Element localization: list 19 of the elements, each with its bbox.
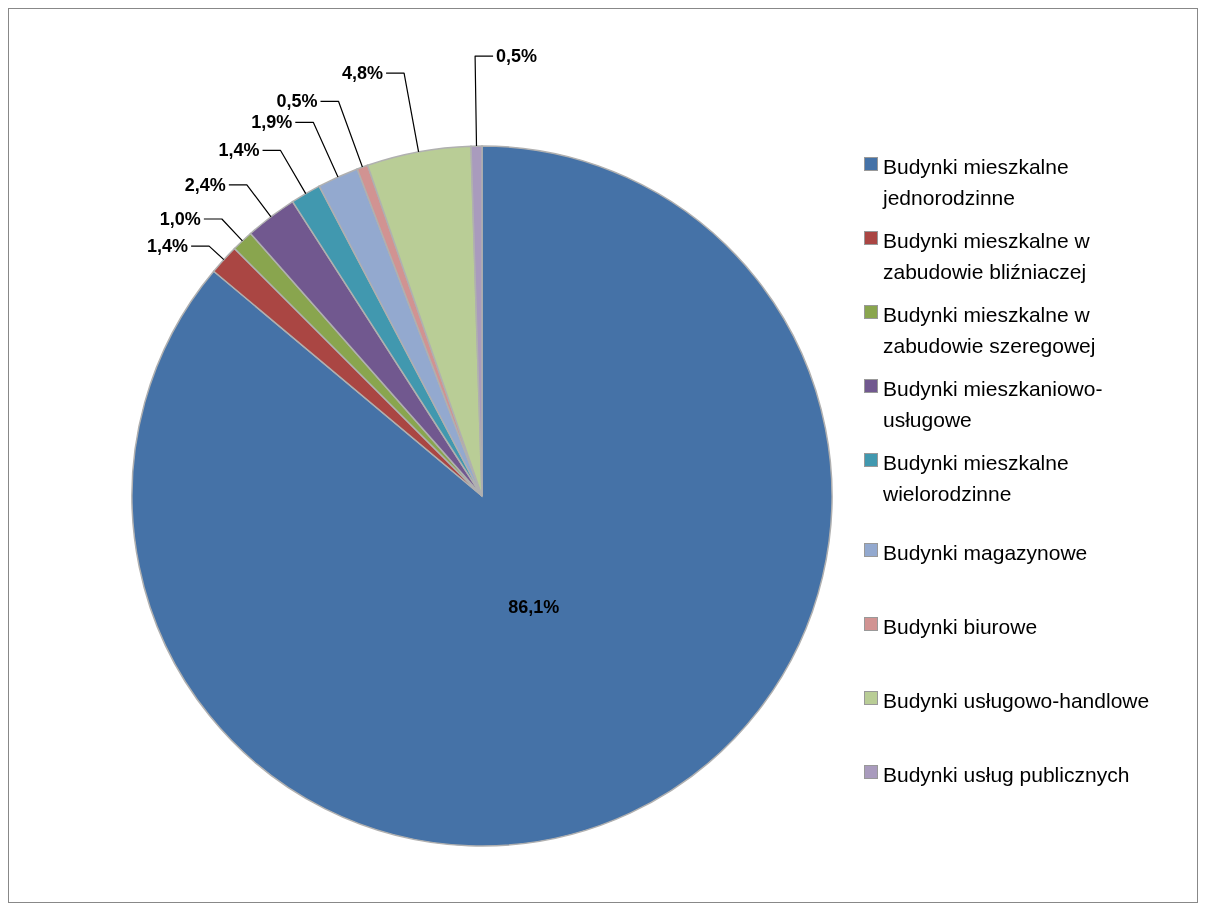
data-label: 2,4% [184,174,226,195]
data-label: 1,4% [147,236,189,257]
data-label: 1,4% [218,140,260,161]
data-label: 4,8% [342,63,384,84]
legend-label: Budynki magazynowe [883,539,1089,566]
legend-label: Budynki usług publicznych [883,761,1131,788]
legend-label: Budynki mieszkalne w zabudowie bliźniaczej [883,228,1091,285]
legend-label: Budynki usługowo-handlowe [883,687,1151,714]
data-label: 1,0% [159,208,201,229]
legend-label: Budynki mieszkaniowo-usługowe [883,376,1104,433]
data-label: 0,5% [496,46,538,67]
data-label: 1,9% [251,112,293,133]
legend-label: Budynki mieszkalne wielorodzinne [883,450,1070,507]
data-label: 86,1% [508,597,560,617]
legend-label: Budynki mieszkalne jednorodzinne [883,154,1070,211]
legend-label: Budynki mieszkalne w zabudowie szeregowej [883,302,1097,359]
legend-label: Budynki biurowe [883,613,1039,640]
data-label: 0,5% [276,91,318,112]
pie-slice [131,145,833,847]
